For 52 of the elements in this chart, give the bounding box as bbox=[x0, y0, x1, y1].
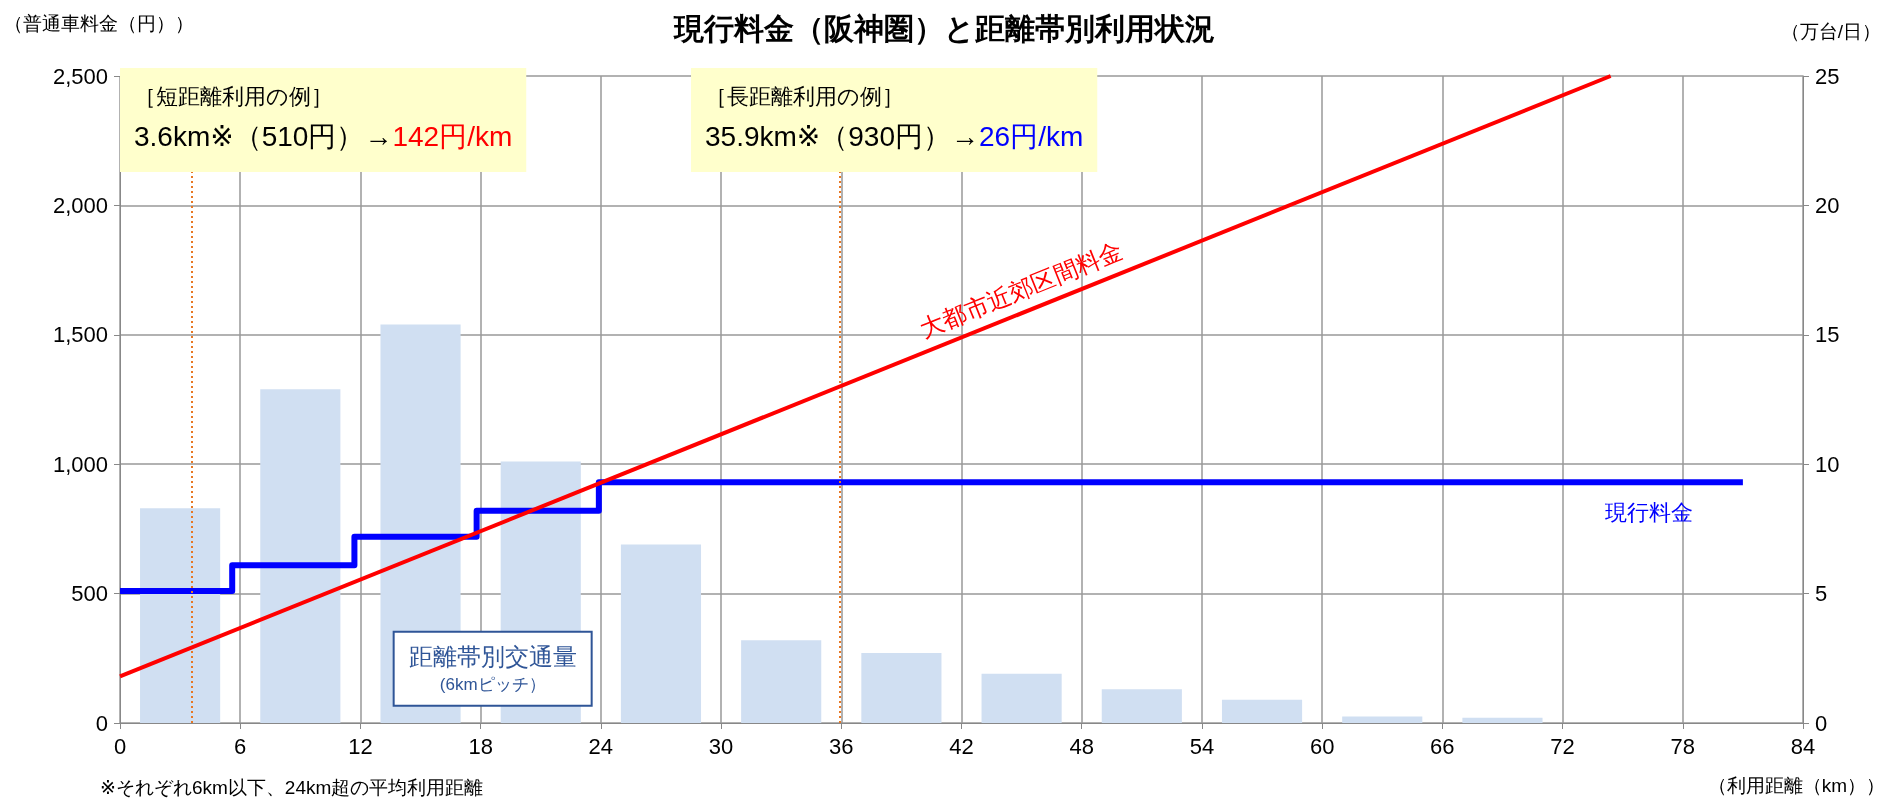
x-tick-label: 48 bbox=[1069, 733, 1094, 759]
y-tick-label: 1,500 bbox=[52, 322, 108, 348]
y-tick-label: 1,000 bbox=[52, 451, 108, 477]
annotation: ［長距離利用の例］ bbox=[705, 83, 905, 109]
bar bbox=[620, 544, 702, 723]
annotation: 142円/km bbox=[392, 120, 513, 152]
bar bbox=[741, 640, 822, 723]
x-tick-label: 12 bbox=[348, 733, 373, 759]
y-tick-label: 2,500 bbox=[52, 63, 108, 89]
bar bbox=[861, 653, 942, 723]
x-tick-label: 30 bbox=[708, 733, 734, 759]
bar bbox=[140, 508, 221, 723]
text: ※それぞれ6km以下、24km超の平均利用距離 bbox=[100, 777, 484, 798]
series-label: 距離帯別交通量 bbox=[408, 643, 577, 671]
y2-tick-label: 5 bbox=[1815, 581, 1828, 607]
x-tick-label: 6 bbox=[234, 733, 247, 759]
x-tick-label: 42 bbox=[949, 733, 974, 759]
y-tick-label: 0 bbox=[95, 710, 108, 736]
y2-axis-title: （万台/日） bbox=[1780, 21, 1881, 42]
annotation: ［短距離利用の例］ bbox=[134, 83, 333, 109]
y-tick-label: 500 bbox=[71, 581, 108, 607]
y2-tick-label: 10 bbox=[1815, 451, 1840, 477]
y-axis-title: （普通車料金（円）） bbox=[4, 13, 194, 34]
bar bbox=[260, 389, 341, 723]
x-tick-label: 18 bbox=[468, 733, 493, 759]
bar bbox=[1342, 716, 1423, 723]
y2-tick-label: 25 bbox=[1815, 63, 1840, 89]
x-axis-title: （利用距離（km）） bbox=[1707, 775, 1885, 796]
bar bbox=[1101, 689, 1182, 723]
x-tick-label: 78 bbox=[1670, 733, 1696, 759]
text: 大都市近郊区間料金 bbox=[915, 236, 1127, 343]
x-tick-label: 60 bbox=[1309, 733, 1335, 759]
annotation: 26円/km bbox=[979, 120, 1084, 152]
series-label: 現行料金 bbox=[1604, 499, 1693, 525]
annotation: 35.9km※（930円）→ bbox=[705, 120, 980, 152]
annotation: 3.6km※（510円）→ bbox=[134, 120, 393, 152]
y2-tick-label: 0 bbox=[1815, 710, 1828, 736]
bar bbox=[1462, 717, 1543, 723]
annotation: (6kmピッチ） bbox=[439, 675, 546, 695]
x-tick-label: 72 bbox=[1550, 733, 1575, 759]
x-tick-label: 36 bbox=[829, 733, 854, 759]
x-tick-label: 24 bbox=[588, 733, 614, 759]
bar bbox=[981, 673, 1062, 723]
y-tick-label: 2,000 bbox=[52, 192, 108, 218]
x-tick-label: 66 bbox=[1430, 733, 1455, 759]
x-tick-label: 0 bbox=[113, 733, 127, 759]
x-tick-label: 54 bbox=[1189, 733, 1215, 759]
y2-tick-label: 20 bbox=[1815, 192, 1840, 218]
x-tick-label: 84 bbox=[1790, 733, 1816, 759]
bar bbox=[1221, 699, 1303, 723]
chart-title: 現行料金（阪神圏）と距離帯別利用状況 bbox=[673, 11, 1215, 45]
y2-tick-label: 15 bbox=[1815, 322, 1840, 348]
